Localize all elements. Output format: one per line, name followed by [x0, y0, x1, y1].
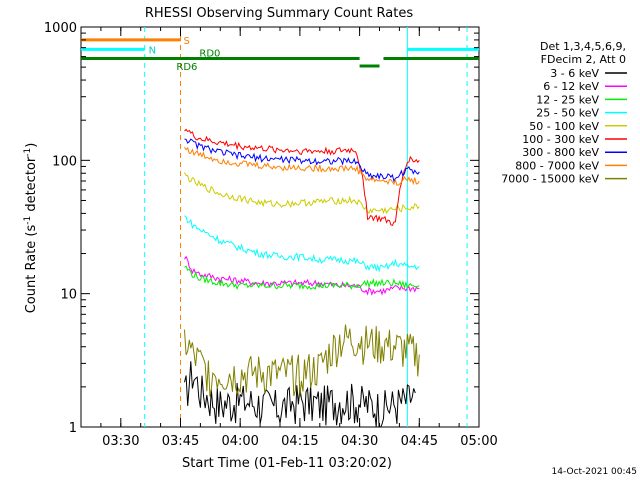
- vertical-markers: [144, 27, 468, 427]
- x-tick-label: 03:45: [162, 434, 199, 449]
- plot-frame: [80, 26, 480, 428]
- series-line-1: [184, 255, 420, 297]
- y-axis-label: Count Rate (s-1 detector-1): [23, 143, 39, 314]
- flag-label-s: S: [184, 36, 190, 47]
- legend-label: 100 - 300 keV: [522, 133, 599, 146]
- x-tick-label: 05:00: [460, 434, 497, 449]
- x-axis-ticks: 03:30 03:45 04:00 04:15 04:30 04:45 05:00: [80, 27, 498, 449]
- legend-label: 300 - 800 keV: [522, 146, 599, 159]
- legend-label: 800 - 7000 keV: [515, 159, 599, 172]
- x-tick-label: 03:30: [102, 434, 139, 449]
- flag-label-rd0: RD0: [199, 49, 220, 60]
- legend: Det 1,3,4,5,6,9, FDecim 2, Att 0 3 - 6 k…: [501, 40, 627, 186]
- series-line-4: [184, 172, 420, 215]
- legend-label: 3 - 6 keV: [550, 67, 599, 80]
- legend-label: 50 - 100 keV: [529, 120, 599, 133]
- y-tick-label: 100: [52, 154, 77, 169]
- x-tick-label: 04:00: [221, 434, 258, 449]
- series-lines: [184, 128, 420, 428]
- legend-label: 6 - 12 keV: [543, 80, 599, 93]
- y-tick-label: 1: [69, 421, 77, 436]
- legend-label: 12 - 25 keV: [536, 93, 599, 106]
- x-axis-label: Start Time (01-Feb-11 03:20:02): [182, 456, 392, 471]
- series-line-8: [184, 324, 420, 397]
- series-line-5: [184, 128, 420, 227]
- y-axis-ticks: 1 10 100 1000: [44, 21, 479, 436]
- y-tick-label: 1000: [44, 21, 77, 36]
- series-line-6: [184, 138, 420, 183]
- flag-label-rd6: RD6: [176, 62, 197, 73]
- x-tick-label: 04:45: [401, 434, 438, 449]
- series-line-0: [184, 361, 416, 428]
- footer-timestamp: 14-Oct-2021 00:45: [552, 467, 637, 477]
- series-line-3: [184, 215, 420, 273]
- legend-label: 7000 - 15000 keV: [501, 173, 599, 186]
- y-axis-label-mid: detector: [24, 156, 39, 216]
- series-line-7: [184, 146, 420, 186]
- chart-title: RHESSI Observing Summary Count Rates: [145, 6, 414, 21]
- series-line-2: [184, 265, 420, 291]
- y-axis-label-end: ): [24, 143, 39, 148]
- x-tick-label: 04:30: [341, 434, 378, 449]
- legend-label: 25 - 50 keV: [536, 107, 599, 120]
- y-axis-label-exp1: -1: [23, 216, 33, 225]
- legend-header-line2: FDecim 2, Att 0: [541, 53, 626, 66]
- y-axis-label-main: Count Rate (s: [24, 225, 39, 314]
- x-tick-label: 04:15: [281, 434, 318, 449]
- y-tick-label: 10: [60, 288, 77, 303]
- y-axis-label-exp2: -1: [23, 148, 33, 157]
- legend-header-line1: Det 1,3,4,5,6,9,: [540, 40, 626, 53]
- flag-label-n: N: [149, 45, 156, 56]
